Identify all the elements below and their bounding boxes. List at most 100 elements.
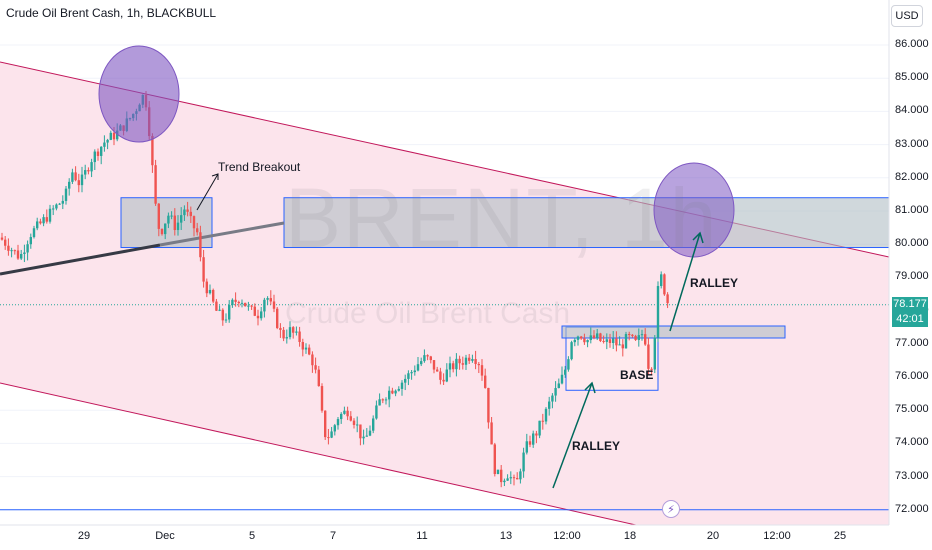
- candle: [410, 370, 413, 380]
- candle: [199, 225, 202, 262]
- candle: [474, 350, 477, 370]
- candle: [448, 356, 452, 378]
- candle: [170, 211, 173, 220]
- time-tick-label: 25: [833, 530, 847, 542]
- trend-line: [0, 243, 161, 276]
- candle: [96, 148, 100, 161]
- candle: [218, 305, 221, 312]
- candle: [192, 215, 196, 237]
- candle: [461, 356, 464, 370]
- candle: [215, 298, 218, 311]
- candle: [608, 333, 612, 348]
- candle: [42, 214, 45, 227]
- candle: [615, 331, 618, 352]
- candle: [544, 407, 548, 425]
- candle: [624, 331, 628, 349]
- candle: [586, 339, 589, 348]
- candle: [23, 244, 26, 263]
- candle: [340, 412, 343, 424]
- candle: [487, 387, 490, 429]
- candle: [570, 340, 573, 361]
- candle: [519, 468, 522, 484]
- candle: [458, 355, 461, 370]
- candle: [276, 306, 279, 330]
- candle: [32, 225, 36, 239]
- time-tick-label: 20: [706, 530, 720, 542]
- price-tick-label: 77.000: [895, 336, 929, 349]
- candle: [416, 356, 420, 372]
- candle: [442, 373, 445, 386]
- candle: [452, 360, 455, 373]
- candle: [256, 309, 260, 326]
- candle: [576, 335, 580, 346]
- target-circle: [653, 162, 735, 258]
- candle: [567, 356, 570, 372]
- trend-breakout-label: Trend Breakout: [218, 160, 301, 174]
- candle: [164, 223, 167, 240]
- candle: [295, 326, 298, 336]
- candle: [324, 410, 327, 441]
- candle: [320, 383, 324, 413]
- price-tick-label: 79.000: [895, 270, 929, 283]
- candle: [343, 406, 346, 415]
- price-tick-label: 73.000: [895, 469, 929, 482]
- price-tick-label: 72.000: [895, 502, 929, 515]
- top-circle: [98, 45, 180, 143]
- candle: [26, 240, 29, 261]
- candle: [471, 354, 474, 363]
- candle: [644, 328, 647, 346]
- bar-countdown: 42:01: [896, 313, 924, 325]
- candle: [272, 294, 276, 313]
- candle: [621, 339, 624, 357]
- candle: [308, 344, 311, 356]
- candle: [548, 396, 551, 416]
- candle: [58, 202, 61, 205]
- candle: [557, 378, 560, 389]
- time-tick-label: 12:00: [763, 530, 791, 542]
- candle: [375, 400, 378, 420]
- candle: [378, 393, 381, 406]
- candle: [224, 313, 228, 323]
- candle: [391, 387, 394, 395]
- candle: [93, 149, 96, 171]
- candle: [186, 201, 189, 217]
- candle: [244, 302, 247, 307]
- ralley-arrow-top: [669, 231, 704, 332]
- currency-button[interactable]: USD: [891, 5, 923, 27]
- candle: [493, 442, 496, 477]
- candle: [468, 353, 471, 364]
- candle: [634, 334, 637, 341]
- candle: [314, 357, 317, 374]
- price-tick-label: 76.000: [895, 370, 929, 382]
- candle: [36, 217, 39, 231]
- candle: [660, 271, 663, 289]
- candle: [298, 326, 301, 347]
- candle: [455, 353, 458, 377]
- lightning-icon[interactable]: ⚡︎: [662, 500, 680, 518]
- candle: [183, 205, 186, 221]
- candle: [327, 428, 330, 445]
- channel-lower-line: [0, 382, 637, 526]
- candle: [477, 362, 480, 374]
- candle: [61, 195, 64, 210]
- candle: [304, 343, 308, 354]
- candle: [74, 166, 77, 182]
- candle: [580, 335, 583, 340]
- last-price-badge: 78.177 42:01: [892, 297, 928, 327]
- candle: [160, 228, 164, 236]
- resistance-zone: [283, 197, 890, 249]
- candle: [464, 354, 468, 370]
- candle: [436, 366, 439, 372]
- candle: [365, 428, 368, 437]
- breakout-arrow: [196, 173, 219, 211]
- candle: [596, 328, 599, 341]
- price-tick-label: 86.000: [895, 38, 929, 50]
- candle: [48, 204, 52, 224]
- candle: [528, 435, 532, 448]
- candle: [432, 360, 436, 374]
- ralley-arrow-bottom: [552, 381, 596, 489]
- candle: [173, 208, 176, 236]
- time-tick-label: 7: [329, 530, 337, 542]
- candle: [263, 297, 266, 318]
